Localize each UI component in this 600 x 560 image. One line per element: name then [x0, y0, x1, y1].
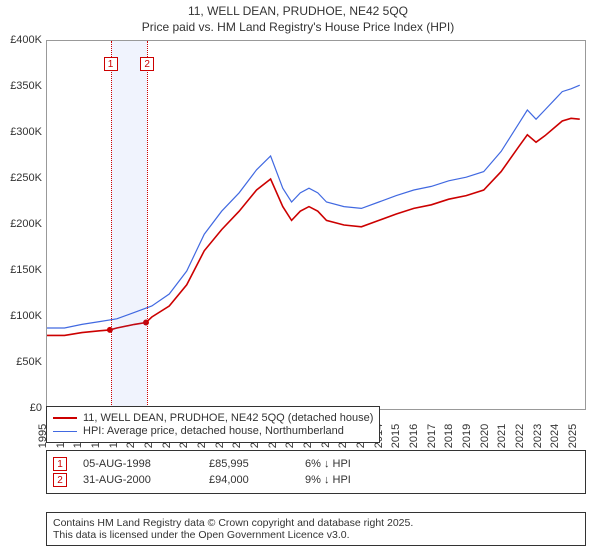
- legend-row-hpi: HPI: Average price, detached house, Nort…: [53, 425, 373, 437]
- sale-marker-box: 1: [104, 57, 118, 71]
- chart-subtitle: Price paid vs. HM Land Registry's House …: [4, 20, 592, 34]
- footer-line-2: This data is licensed under the Open Gov…: [53, 529, 579, 541]
- x-tick-label: 2021: [496, 424, 508, 448]
- sale-period-shade: [111, 41, 148, 409]
- sale-delta: 9% ↓ HPI: [305, 474, 415, 486]
- x-tick-label: 2023: [532, 424, 544, 448]
- sale-marker-line: [147, 41, 148, 409]
- sale-price: £85,995: [209, 458, 289, 470]
- sale-date: 05-AUG-1998: [83, 458, 193, 470]
- x-tick-label: 2017: [426, 424, 438, 448]
- x-tick-label: 2022: [514, 424, 526, 448]
- x-tick-label: 2015: [390, 424, 402, 448]
- chart-title: 11, WELL DEAN, PRUDHOE, NE42 5QQ: [4, 4, 592, 18]
- y-tick-label: £400K: [10, 34, 42, 46]
- legend-label-property: 11, WELL DEAN, PRUDHOE, NE42 5QQ (detach…: [83, 412, 373, 424]
- plot-area: 12: [46, 40, 586, 410]
- y-tick-label: £200K: [10, 218, 42, 230]
- x-tick-label: 2025: [567, 424, 579, 448]
- y-tick-label: £150K: [10, 264, 42, 276]
- sale-date: 31-AUG-2000: [83, 474, 193, 486]
- chart-area: £0£50K£100K£150K£200K£250K£300K£350K£400…: [4, 40, 592, 438]
- sales-table: 1 05-AUG-1998 £85,995 6% ↓ HPI 2 31-AUG-2…: [46, 450, 586, 494]
- y-tick-label: £350K: [10, 80, 42, 92]
- x-tick-label: 2019: [461, 424, 473, 448]
- legend-swatch-property: [53, 417, 77, 419]
- legend-swatch-hpi: [53, 431, 77, 432]
- footer-attribution: Contains HM Land Registry data © Crown c…: [46, 512, 586, 546]
- y-tick-label: £50K: [16, 356, 42, 368]
- sale-marker-line: [111, 41, 112, 409]
- sale-table-row: 1 05-AUG-1998 £85,995 6% ↓ HPI: [53, 457, 579, 471]
- legend-box: 11, WELL DEAN, PRUDHOE, NE42 5QQ (detach…: [46, 406, 380, 443]
- x-tick-label: 2018: [443, 424, 455, 448]
- sale-price: £94,000: [209, 474, 289, 486]
- chart-container: 11, WELL DEAN, PRUDHOE, NE42 5QQ Price p…: [0, 0, 600, 560]
- y-tick-label: £250K: [10, 172, 42, 184]
- y-tick-label: £300K: [10, 126, 42, 138]
- sale-number-box: 2: [53, 473, 67, 487]
- sale-table-row: 2 31-AUG-2000 £94,000 9% ↓ HPI: [53, 473, 579, 487]
- y-tick-label: £100K: [10, 310, 42, 322]
- legend-row-property: 11, WELL DEAN, PRUDHOE, NE42 5QQ (detach…: [53, 412, 373, 424]
- footer-line-1: Contains HM Land Registry data © Crown c…: [53, 517, 579, 529]
- x-tick-label: 2020: [479, 424, 491, 448]
- legend-label-hpi: HPI: Average price, detached house, Nort…: [83, 425, 344, 437]
- y-axis: £0£50K£100K£150K£200K£250K£300K£350K£400…: [4, 40, 46, 410]
- sale-number-box: 1: [53, 457, 67, 471]
- x-tick-label: 2016: [408, 424, 420, 448]
- x-tick-label: 2024: [549, 424, 561, 448]
- y-tick-label: £0: [30, 402, 42, 414]
- sale-marker-box: 2: [140, 57, 154, 71]
- sale-delta: 6% ↓ HPI: [305, 458, 415, 470]
